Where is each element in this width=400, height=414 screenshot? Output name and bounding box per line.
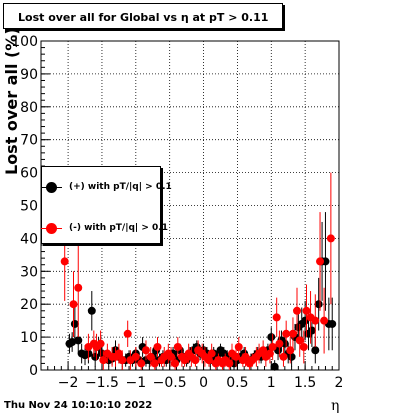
- timestamp: Thu Nov 24 10:10:10 2022: [4, 400, 153, 411]
- series-minus: [60, 172, 335, 370]
- legend-entry-minus: (-) with pT/|q| > 0.1: [41, 220, 168, 236]
- data-point: [225, 359, 234, 368]
- legend-entry-plus: (+) with pT/|q| > 0.1: [41, 179, 172, 195]
- data-point: [153, 342, 162, 351]
- data-point: [68, 338, 77, 347]
- data-point: [141, 346, 150, 355]
- data-point: [69, 300, 78, 309]
- data-point: [241, 352, 250, 361]
- data-point: [302, 306, 311, 315]
- data-point: [146, 352, 155, 361]
- x-tick-label: 2: [335, 375, 344, 391]
- data-point: [171, 359, 180, 368]
- data-point: [173, 342, 182, 351]
- legend-marker-plus: [41, 181, 62, 193]
- data-point: [287, 352, 296, 361]
- x-tick-label: −0.5: [153, 375, 187, 391]
- x-tick-label: 0: [199, 375, 208, 391]
- y-tick-label: 10: [20, 330, 38, 346]
- data-point: [99, 356, 108, 365]
- chart-title: Lost over all for Global vs η at pT > 0.…: [18, 11, 269, 24]
- legend-marker-minus: [41, 222, 62, 234]
- x-tick-label: −1: [125, 375, 146, 391]
- data-point: [311, 316, 320, 325]
- y-tick-label: 80: [20, 100, 38, 116]
- x-tick-label: 0.5: [226, 375, 248, 391]
- data-point: [232, 352, 241, 361]
- legend-label-plus: (+) with pT/|q| > 0.1: [69, 182, 172, 192]
- data-point: [137, 359, 146, 368]
- data-point: [270, 362, 279, 371]
- y-tick-label: 90: [20, 67, 38, 83]
- data-point: [60, 257, 69, 266]
- data-point: [307, 326, 316, 335]
- data-point: [234, 342, 243, 351]
- data-point: [180, 356, 189, 365]
- data-point: [288, 329, 297, 338]
- data-point: [320, 316, 329, 325]
- data-point: [267, 333, 276, 342]
- data-point: [96, 339, 105, 348]
- y-tick-label: 40: [20, 231, 38, 247]
- data-point: [299, 342, 308, 351]
- data-point: [118, 356, 127, 365]
- data-point: [191, 356, 200, 365]
- legend: (+) with pT/|q| > 0.1 (-) with pT/|q| > …: [41, 166, 172, 244]
- data-point: [275, 339, 284, 348]
- data-point: [282, 329, 291, 338]
- x-axis: −2 −1.5 −1 −0.5 0 0.5 1 1.5 2: [47, 361, 344, 391]
- x-tick-label: 1.5: [294, 375, 316, 391]
- data-point: [87, 306, 96, 315]
- data-point: [207, 349, 216, 358]
- data-point: [70, 319, 79, 328]
- title-box: Lost over all for Global vs η at pT > 0.…: [3, 3, 283, 29]
- data-point: [268, 342, 277, 351]
- data-point: [150, 359, 159, 368]
- data-point: [74, 336, 83, 345]
- y-tick-label: 30: [20, 264, 38, 280]
- y-tick-label: 60: [20, 166, 38, 182]
- data-point: [114, 349, 123, 358]
- data-point: [259, 346, 268, 355]
- data-point: [272, 313, 281, 322]
- y-tick-label: 70: [20, 133, 38, 149]
- data-point: [131, 352, 140, 361]
- x-tick-label: −1.5: [85, 375, 119, 391]
- data-point: [295, 336, 304, 345]
- data-point: [293, 306, 302, 315]
- data-point: [316, 257, 325, 266]
- x-axis-label: η: [331, 398, 340, 414]
- data-point: [279, 352, 288, 361]
- data-point: [328, 319, 337, 328]
- data-point: [286, 346, 295, 355]
- x-tick-label: −2: [58, 375, 79, 391]
- data-point: [326, 234, 335, 243]
- data-point: [265, 349, 274, 358]
- data-point: [204, 356, 213, 365]
- data-point: [91, 352, 100, 361]
- legend-label-minus: (-) with pT/|q| > 0.1: [69, 223, 168, 233]
- data-point: [123, 329, 132, 338]
- data-point: [311, 346, 320, 355]
- data-point: [314, 300, 323, 309]
- data-series: [60, 172, 337, 371]
- data-point: [74, 283, 83, 292]
- x-tick-label: 1: [267, 375, 276, 391]
- data-point: [167, 352, 176, 361]
- y-axis-label: Lost over all (%): [2, 27, 21, 175]
- y-tick-label: 0: [29, 363, 38, 379]
- y-tick-label: 50: [20, 199, 38, 215]
- y-tick-label: 100: [11, 34, 38, 50]
- y-tick-label: 20: [20, 297, 38, 313]
- grid: [41, 41, 339, 370]
